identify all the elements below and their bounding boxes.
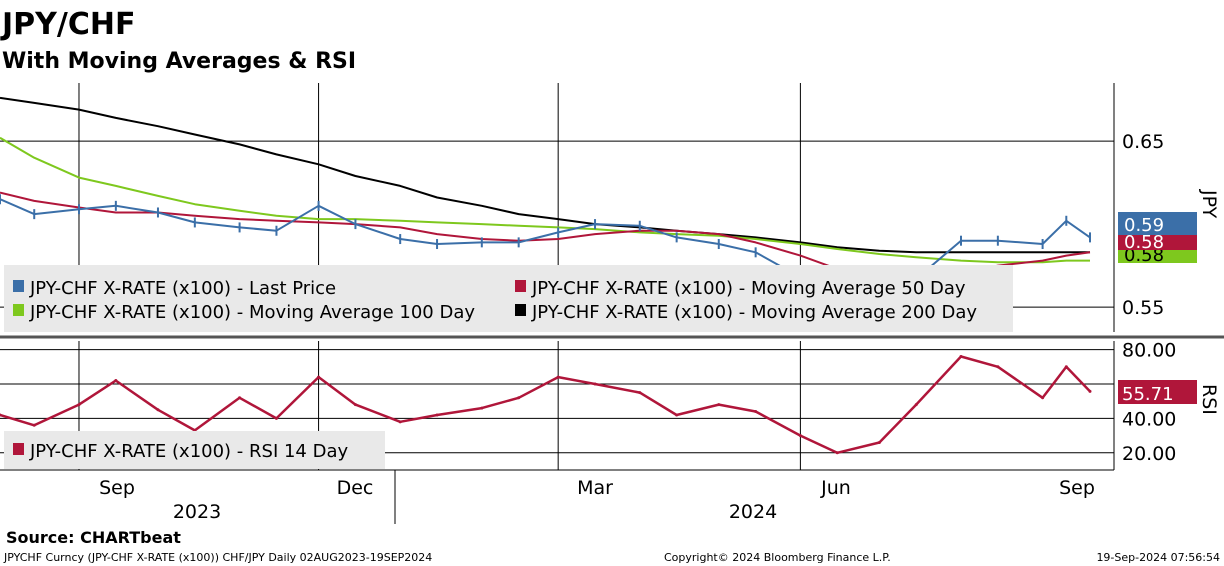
rsi-point [593, 382, 597, 386]
rsi-point [480, 406, 484, 410]
rsi-point [398, 420, 402, 424]
legend-label-ma100: JPY-CHF X-RATE (x100) - Moving Average 1… [29, 302, 475, 323]
chart-title: JPY/CHF [0, 7, 135, 42]
rsi-axis-label: RSI [1198, 384, 1220, 415]
chart-subtitle: With Moving Averages & RSI [2, 49, 356, 74]
copyright: Copyright© 2024 Bloomberg Finance L.P. [664, 551, 891, 564]
price-axis-ticks: 0.65 0.55 [1122, 131, 1164, 319]
rsi-point [114, 379, 118, 383]
series-ma100 [0, 136, 1090, 264]
tag-last-price-text: 0.59 [1124, 215, 1164, 236]
rsi-point [798, 434, 802, 438]
rsi-point [877, 440, 881, 444]
rsi-point [238, 396, 242, 400]
rsi-point [0, 413, 2, 417]
tag-ma100 [1118, 246, 1197, 263]
rsi-point [77, 403, 81, 407]
timestamp: 19-Sep-2024 07:56:54 [1096, 551, 1220, 564]
security-description: JPYCHF Curncy (JPY-CHF X-RATE (x100)) CH… [3, 551, 432, 564]
year-label-2023: 2023 [173, 501, 221, 523]
price-panel: 0.65 0.55 JPY-CHF X-RATE (x100) - Last Pr… [0, 83, 1220, 332]
legend-label-last-price: JPY-CHF X-RATE (x100) - Last Price [29, 278, 336, 299]
rsi-point [156, 408, 160, 412]
rsi-point [556, 375, 560, 379]
price-axis-label: JPY [1198, 189, 1220, 219]
rsi-point [717, 403, 721, 407]
x-axis: Sep Dec Mar Jun Sep 2023 2024 [0, 469, 1114, 524]
month-label-jun: Jun [820, 477, 851, 499]
rsi-tick-label: 80.00 [1122, 340, 1176, 362]
price-tick-label: 0.65 [1122, 131, 1164, 153]
rsi-point [32, 423, 36, 427]
rsi-gridlines [0, 349, 1114, 454]
tag-rsi-text: 55.71 [1122, 384, 1174, 405]
rsi-point [274, 416, 278, 420]
series-ma200 [0, 96, 1090, 254]
legend-label-ma200: JPY-CHF X-RATE (x100) - Moving Average 2… [531, 302, 977, 323]
legend-swatch-last-price [13, 280, 24, 292]
rsi-point [317, 375, 321, 379]
rsi-point [638, 391, 642, 395]
rsi-series [0, 354, 1092, 455]
rsi-panel: 80.00 40.00 20.00 JPY-CHF X-RATE (x100) - … [0, 340, 1220, 470]
year-label-2024: 2024 [729, 501, 777, 523]
rsi-axis-ticks: 80.00 40.00 20.00 [1122, 340, 1176, 465]
rsi-point [914, 403, 918, 407]
price-tick-label: 0.55 [1122, 297, 1164, 319]
tag-ma50 [1118, 231, 1197, 250]
rsi-point [835, 451, 839, 455]
rsi-legend-box [4, 431, 385, 469]
rsi-point [675, 413, 679, 417]
rsi-point [959, 354, 963, 358]
rsi-point [353, 403, 357, 407]
rsi-point [996, 365, 1000, 369]
tag-ma50-text: 0.58 [1124, 232, 1164, 253]
tag-rsi [1118, 380, 1197, 404]
rsi-point [435, 413, 439, 417]
legend-label-ma50: JPY-CHF X-RATE (x100) - Moving Average 5… [531, 278, 966, 299]
month-label-mar: Mar [577, 477, 613, 499]
legend-label-rsi: JPY-CHF X-RATE (x100) - RSI 14 Day [29, 441, 348, 462]
rsi-point [517, 396, 521, 400]
rsi-point [1041, 396, 1045, 400]
legend-swatch-ma200 [515, 304, 526, 316]
legend-swatch-ma50 [515, 280, 526, 292]
month-label-dec: Dec [337, 477, 374, 499]
month-label-sep-2023: Sep [99, 477, 135, 499]
tag-ma100-text: 0.58 [1124, 245, 1164, 266]
rsi-tick-label: 20.00 [1122, 443, 1176, 465]
tag-last-price [1118, 212, 1197, 235]
rsi-tick-label: 40.00 [1122, 408, 1176, 430]
rsi-point [1088, 389, 1092, 393]
month-label-sep-2024: Sep [1059, 477, 1095, 499]
legend-swatch-rsi [13, 443, 24, 455]
price-legend-box [4, 265, 1013, 332]
rsi-point [1064, 365, 1068, 369]
source-label: Source: CHARTbeat [6, 528, 181, 547]
legend-swatch-ma100 [13, 304, 24, 316]
rsi-point [754, 410, 758, 414]
